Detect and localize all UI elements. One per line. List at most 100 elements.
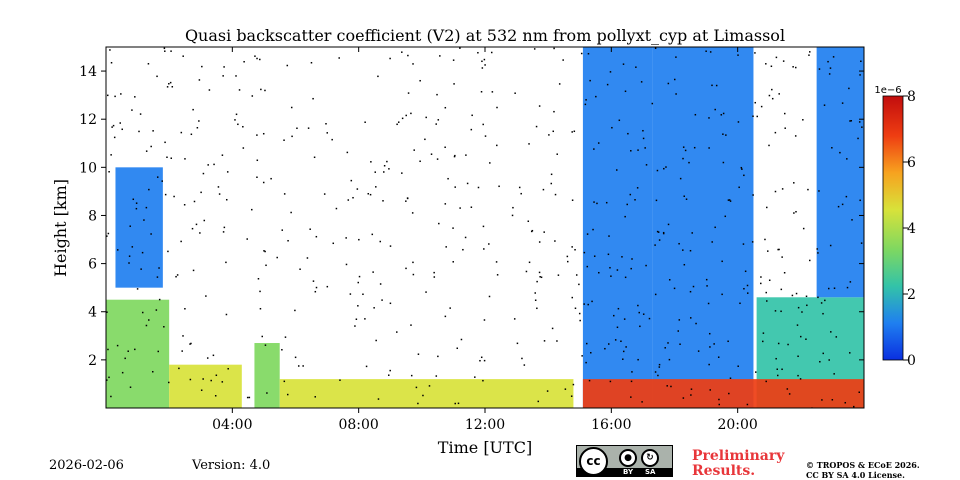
noise-dot [203,219,206,222]
noise-dot [281,229,284,231]
noise-dot [257,278,260,280]
noise-dot [152,130,154,132]
noise-dot [841,102,844,104]
noise-dot [106,379,108,381]
noise-dot [148,188,150,191]
noise-dot [283,139,285,141]
noise-dot [861,126,863,128]
noise-dot [163,47,166,50]
noise-dot [662,232,665,235]
noise-dot [315,235,318,238]
noise-dot [684,149,687,152]
noise-dot [410,112,412,115]
preliminary-line-1: Preliminary [692,448,785,464]
noise-dot [389,57,391,60]
noise-dot [835,336,838,338]
noise-dot [141,251,144,254]
noise-dot [543,231,545,233]
noise-dot [642,313,645,315]
noise-dot [484,135,487,137]
noise-dot [572,383,575,386]
noise-dot [658,363,661,366]
noise-dot [822,312,824,315]
noise-dot [666,385,668,387]
noise-dot [262,132,265,135]
noise-dot [106,311,108,313]
y-axis-label: Height [km] [51,179,70,277]
cc-by-label: BY [623,468,634,476]
noise-dot [511,214,514,217]
noise-dot [805,338,807,340]
noise-dot [574,248,576,251]
noise-dot [821,399,823,401]
noise-dot [781,188,784,190]
noise-dot [120,93,122,95]
noise-dot [595,95,597,98]
noise-dot [474,376,476,378]
noise-dot [692,285,695,288]
noise-dot [670,385,672,388]
noise-dot [721,293,723,296]
noise-dot [797,306,800,309]
noise-dot [225,261,227,264]
x-tick-label: 04:00 [212,417,252,433]
noise-dot [832,56,835,58]
noise-dot [610,275,612,277]
noise-dot [407,54,409,57]
noise-dot [307,127,310,129]
noise-dot [657,374,659,377]
share-alike-icon: ↻ [641,449,659,467]
noise-dot [484,64,486,66]
noise-dot [116,249,119,251]
noise-dot [651,102,654,105]
noise-dot [401,172,403,174]
noise-dot [762,332,765,334]
noise-dot [256,134,258,136]
noise-dot [778,248,780,251]
noise-dot [523,364,526,366]
noise-dot [396,123,398,126]
noise-dot [586,233,589,235]
noise-dot [145,206,148,209]
noise-dot [481,60,483,63]
noise-dot [110,154,112,156]
chart-title: Quasi backscatter coefficient (V2) at 53… [185,26,785,45]
noise-dot [682,397,685,399]
noise-dot [622,358,624,360]
noise-dot [752,194,754,196]
noise-dot [513,318,516,320]
noise-dot [135,202,138,204]
y-tick-label: 12 [79,112,97,128]
noise-dot [566,260,569,263]
noise-dot [585,361,587,364]
noise-dot [447,177,449,180]
noise-dot [140,268,142,270]
noise-dot [163,326,165,328]
noise-dot [182,55,184,57]
noise-dot [397,121,400,123]
noise-dot [326,285,329,288]
heatmap-layer-7 [652,47,754,408]
noise-dot [818,68,821,70]
noise-dot [765,63,767,65]
noise-dot [846,158,848,160]
noise-dot [314,290,317,293]
noise-dot [831,147,833,149]
noise-dot [574,307,577,310]
x-tick-label: 08:00 [338,417,378,433]
y-tick-label: 14 [79,64,97,80]
noise-dot [668,358,671,361]
heatmap-area [106,47,864,408]
noise-dot [375,186,377,188]
noise-dot [183,204,186,206]
noise-dot [375,339,377,342]
noise-dot [157,350,159,353]
noise-dot [444,106,447,109]
noise-dot [571,131,573,133]
noise-dot [107,232,110,235]
noise-dot [717,356,720,358]
noise-dot [768,144,770,147]
noise-dot [830,331,832,333]
noise-dot [131,109,133,111]
noise-dot [645,264,647,267]
